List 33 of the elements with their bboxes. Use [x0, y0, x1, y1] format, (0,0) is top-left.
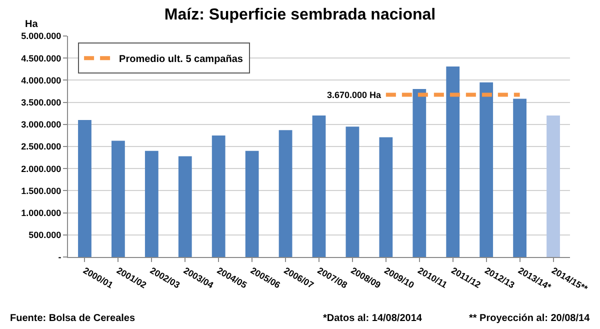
y-tick-label: 1.000.000	[21, 208, 62, 218]
source-note: Fuente: Bolsa de Cereales	[10, 313, 136, 324]
bar	[346, 126, 360, 257]
bar	[513, 98, 526, 257]
bar	[245, 150, 259, 257]
legend-label: Promedio ult. 5 campañas	[119, 54, 244, 66]
bar	[412, 89, 426, 257]
chart-title: Maíz: Superficie sembrada nacional	[164, 6, 436, 24]
y-tick-label: 3.500.000	[21, 97, 62, 108]
bar	[112, 140, 125, 257]
y-tick-label: 3.000.000	[21, 120, 62, 130]
y-tick-label: 5.000.000	[21, 31, 62, 42]
annotation: 3.670.000 Ha	[327, 90, 382, 100]
bar	[379, 137, 393, 257]
bar	[278, 130, 292, 257]
bar	[546, 116, 560, 257]
text: ** Proyección al: 20/08/14	[469, 313, 590, 324]
y-tick-label: 4.500.000	[21, 53, 62, 64]
bar	[78, 120, 92, 257]
y-tick-label: -	[58, 252, 62, 262]
y-tick-label: 2.500.000	[21, 142, 62, 152]
y-tick-label: 4.000.000	[21, 75, 62, 86]
bar	[446, 66, 460, 257]
bar	[480, 82, 494, 257]
text: *Datos al: 14/08/2014	[323, 313, 422, 324]
bar	[212, 135, 226, 257]
bar	[178, 156, 192, 257]
y-tick-label: 500.000	[28, 230, 62, 240]
y-tick-label: 1.500.000	[21, 186, 62, 196]
y-axis-title: Ha	[25, 19, 38, 30]
bar	[312, 116, 326, 257]
bar	[144, 150, 158, 257]
y-tick-label: 2.000.000	[21, 164, 62, 174]
